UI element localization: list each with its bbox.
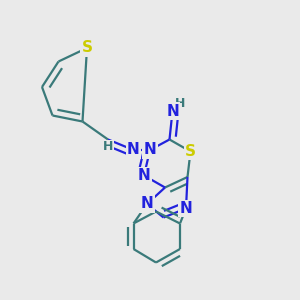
Text: H: H <box>103 140 113 154</box>
Text: H: H <box>175 97 185 110</box>
Text: N: N <box>138 168 150 183</box>
Text: N: N <box>166 103 179 118</box>
Text: N: N <box>180 201 192 216</box>
Text: S: S <box>185 144 196 159</box>
Text: N: N <box>141 196 153 211</box>
Text: S: S <box>82 40 92 56</box>
Text: N: N <box>144 142 156 158</box>
Text: N: N <box>127 142 140 158</box>
